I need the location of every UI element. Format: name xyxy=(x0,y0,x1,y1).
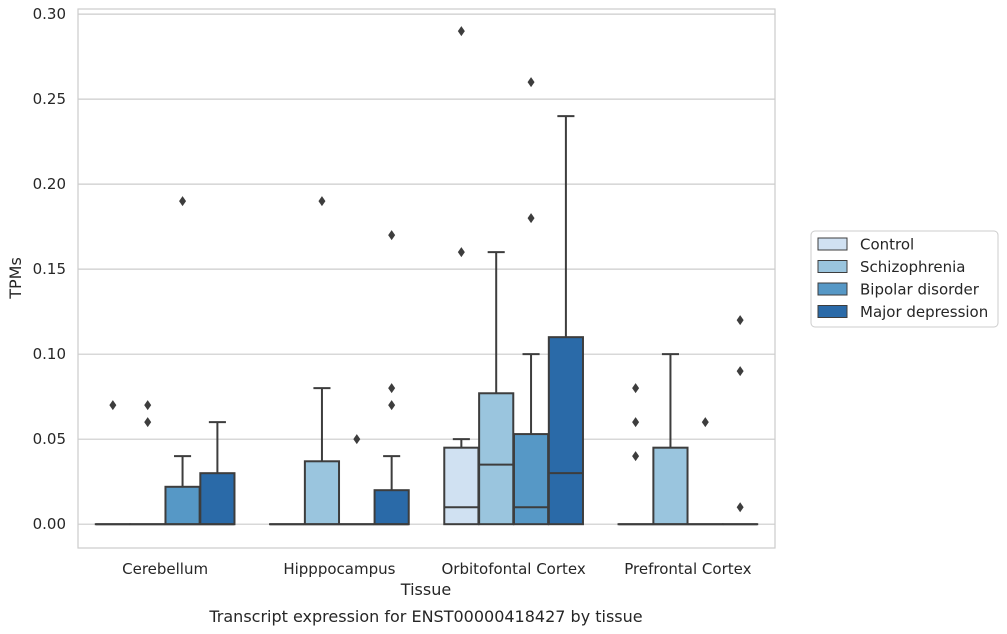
outlier-point xyxy=(527,77,535,88)
y-tick-labels: 0.00 0.05 0.10 0.15 0.20 0.25 0.30 xyxy=(33,5,66,533)
box-group xyxy=(547,115,584,526)
outlier-point xyxy=(144,400,152,411)
box-group xyxy=(94,400,131,526)
x-axis-title: Tissue xyxy=(400,580,451,599)
y-tick-label: 0.05 xyxy=(33,430,66,448)
y-tick-label: 0.15 xyxy=(33,260,66,278)
outlier-point xyxy=(632,383,640,394)
y-tick-label: 0.10 xyxy=(33,345,66,363)
outlier-point xyxy=(109,400,117,411)
outlier-point xyxy=(179,196,187,207)
box-group xyxy=(164,196,201,526)
outlier-point xyxy=(457,26,465,37)
box-group xyxy=(478,251,515,526)
outlier-point xyxy=(632,451,640,462)
outlier-point xyxy=(144,417,152,428)
x-tick-labels: Cerebellum Hipppocampus Orbitofontal Corte… xyxy=(122,560,751,578)
y-tick-label: 0.00 xyxy=(33,515,66,533)
box-group xyxy=(303,196,341,526)
legend-label: Major depression xyxy=(860,303,988,321)
outlier-point xyxy=(457,247,465,258)
box-iqr xyxy=(547,336,584,526)
outlier-point xyxy=(388,230,396,241)
box-group xyxy=(652,353,689,526)
box-iqr xyxy=(652,446,689,526)
box-group xyxy=(129,400,166,526)
box-group xyxy=(722,315,759,526)
box-iqr xyxy=(303,460,341,526)
plot-frame xyxy=(77,8,776,549)
box-iqr xyxy=(443,446,480,526)
legend-label: Bipolar disorder xyxy=(860,281,980,299)
x-tick-label: Prefrontal Cortex xyxy=(624,560,751,578)
outlier-point xyxy=(388,383,396,394)
y-tick-label: 0.30 xyxy=(33,5,66,23)
legend: Control Schizophrenia Bipolar disorder Majo… xyxy=(810,230,999,328)
grid-lines xyxy=(78,13,775,525)
box-group xyxy=(443,26,480,526)
outlier-point xyxy=(736,315,744,326)
box-iqr xyxy=(373,489,410,526)
box-iqr xyxy=(512,433,550,526)
y-axis-title: TPMs xyxy=(6,257,25,300)
box-group xyxy=(617,383,654,526)
legend-swatch xyxy=(817,305,848,318)
y-tick-label: 0.20 xyxy=(33,175,66,193)
chart-caption: Transcript expression for ENST0000041842… xyxy=(208,607,642,626)
legend-label: Schizophrenia xyxy=(860,258,965,276)
outlier-point xyxy=(736,366,744,377)
x-tick-label: Cerebellum xyxy=(122,560,208,578)
box-group xyxy=(338,434,375,526)
outlier-point xyxy=(527,213,535,224)
outlier-point xyxy=(701,417,709,428)
legend-swatch xyxy=(817,282,848,296)
x-tick-label: Hipppocampus xyxy=(283,560,395,578)
outlier-point xyxy=(736,502,744,513)
outlier-point xyxy=(388,400,396,411)
box-iqr xyxy=(199,472,236,526)
box-groups xyxy=(94,26,759,526)
outlier-point xyxy=(318,196,326,207)
legend-swatch xyxy=(817,260,848,273)
outlier-point xyxy=(353,434,361,445)
legend-frame xyxy=(810,230,999,328)
box-group xyxy=(373,230,410,526)
box-group xyxy=(687,417,724,526)
y-tick-label: 0.25 xyxy=(33,90,66,108)
box-iqr xyxy=(164,485,201,526)
outlier-point xyxy=(632,417,640,428)
box-group xyxy=(199,421,236,526)
legend-swatch xyxy=(817,237,848,251)
legend-label: Control xyxy=(860,236,914,254)
box-group xyxy=(512,77,550,526)
box-iqr xyxy=(478,392,515,526)
x-tick-label: Orbitofontal Cortex xyxy=(442,560,586,578)
